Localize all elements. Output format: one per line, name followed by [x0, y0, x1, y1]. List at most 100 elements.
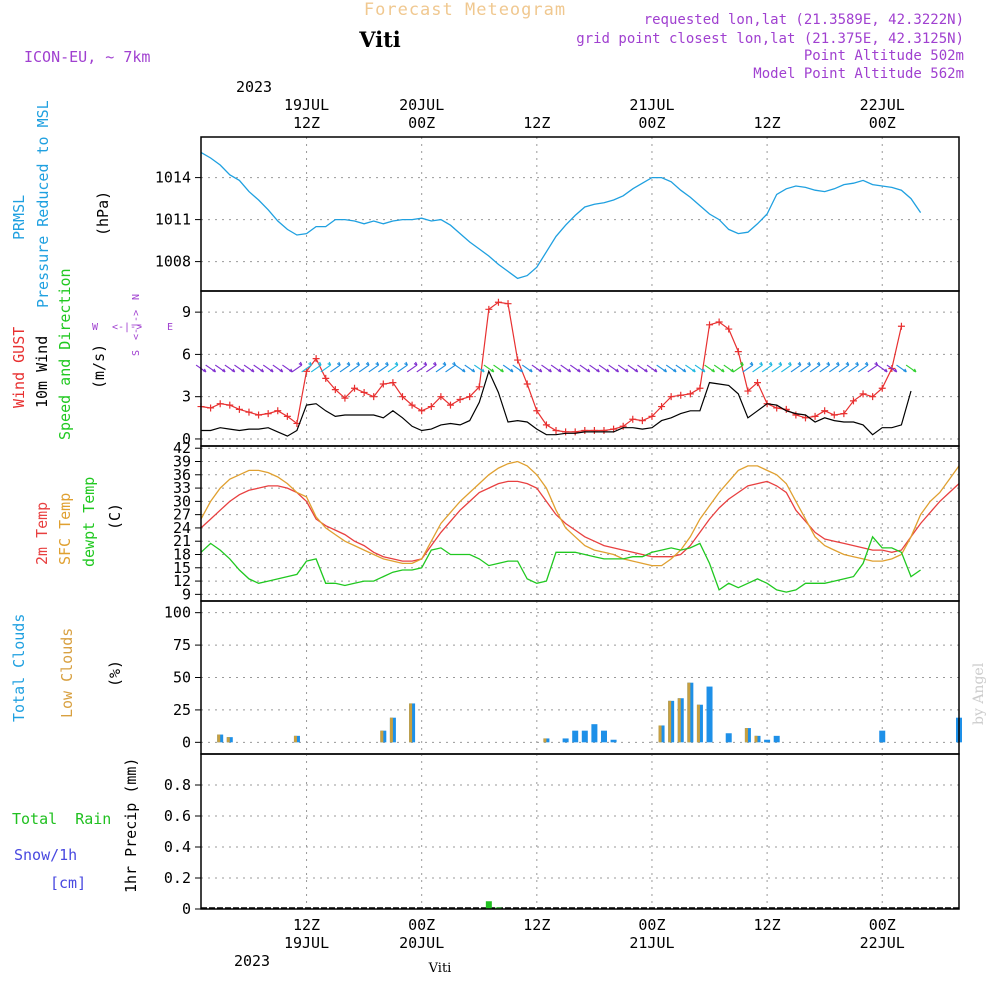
- wind-direction-arrow: [704, 364, 715, 373]
- panel-4: 0 0.2 0.4 0.6 0.8: [164, 753, 960, 918]
- low-cloud-bar: [744, 728, 748, 743]
- y-tick-label: 18: [173, 546, 191, 564]
- bottom-date-label: 20JUL: [399, 934, 444, 952]
- credit-label: by Angel: [971, 662, 987, 725]
- gust-marker: [283, 412, 291, 420]
- top-time-label: 12Z: [754, 114, 781, 132]
- low-cloud-bar: [380, 730, 384, 743]
- wind-direction-arrow: [857, 361, 869, 373]
- t2m-line: [200, 480, 960, 562]
- bottom-time-label: 12Z: [754, 916, 781, 934]
- total-cloud-bar: [725, 733, 732, 743]
- gust-marker: [427, 403, 435, 411]
- sfc-temp-label: SFC Temp: [56, 493, 74, 565]
- top-date-label: 19JUL: [284, 96, 329, 114]
- gust-marker: [226, 401, 234, 409]
- wind-direction-arrow: [397, 361, 408, 373]
- compass-arrows-v: <-|->: [131, 310, 142, 340]
- y-tick-label: 21: [173, 532, 191, 550]
- dewpt-line: [200, 535, 921, 593]
- wind-direction-arrow: [733, 361, 744, 373]
- gust-marker: [811, 412, 819, 420]
- wind-direction-arrow: [320, 361, 332, 373]
- gust-marker: [629, 415, 637, 423]
- wind-direction-arrow: [224, 364, 236, 373]
- gust-marker: [600, 427, 608, 434]
- panel-frame: [200, 136, 960, 292]
- top-year: 2023: [236, 78, 272, 96]
- wind-speed-direction-label: Speed and Direction: [56, 268, 74, 440]
- gust-marker: [437, 393, 445, 401]
- gust-marker: [446, 401, 454, 409]
- panel-0: 1008 1011 1014: [155, 136, 960, 292]
- pressure-unit-label: (hPa): [94, 191, 112, 236]
- low-cloud-bar: [217, 734, 221, 743]
- prmsl-label: PRMSL: [10, 195, 28, 240]
- bottom-time-label: 00Z: [408, 916, 435, 934]
- requested-coords: requested lon,lat (21.3589E, 42.3222N): [644, 12, 964, 28]
- total-cloud-bar: [610, 739, 617, 743]
- y-tick-label: 50: [173, 669, 191, 687]
- y-tick-label: 39: [173, 453, 191, 471]
- y-tick-label: 12: [173, 572, 191, 590]
- panel-frame: [200, 445, 960, 602]
- gust-marker: [869, 393, 877, 401]
- grid-point-coords: grid point closest lon,lat (21.375E, 42.…: [576, 31, 964, 47]
- wind-direction-arrow: [665, 364, 677, 373]
- total-clouds-label: Total Clouds: [10, 614, 28, 722]
- wind-direction-arrow: [589, 364, 600, 373]
- y-tick-label: 3: [182, 388, 191, 406]
- wind-direction-arrow: [349, 361, 360, 373]
- gust-marker: [859, 390, 867, 398]
- wind10-line: [201, 369, 912, 437]
- low-cloud-bar: [293, 735, 297, 743]
- gust-marker: [322, 374, 330, 382]
- wind-direction-arrow: [627, 364, 639, 373]
- wind-direction-arrow: [445, 361, 456, 373]
- compass-icon: N S W E <-|-> <-|->: [92, 294, 173, 356]
- wind-unit-label: (m/s): [90, 344, 108, 389]
- top-date-label: 21JUL: [629, 96, 674, 114]
- wind-direction-arrow: [464, 364, 476, 373]
- top-time-label: 12Z: [523, 114, 550, 132]
- bottom-date-label: 22JUL: [860, 934, 905, 952]
- wind-direction-arrow: [790, 361, 802, 373]
- wind-direction-arrow: [656, 364, 668, 373]
- gust-marker: [533, 407, 541, 415]
- total-cloud-bar: [879, 730, 886, 743]
- gust-marker: [734, 348, 742, 356]
- wind-direction-arrow: [752, 361, 763, 373]
- gust-marker: [514, 356, 522, 364]
- wind-direction-arrow: [771, 361, 783, 373]
- top-date-label: 22JUL: [860, 96, 905, 114]
- precip-ylabel: 1hr Precip (mm): [122, 758, 140, 893]
- wind-direction-arrow: [339, 361, 351, 373]
- wind-direction-arrow: [781, 361, 792, 373]
- gust-marker: [658, 403, 666, 411]
- wind-direction-arrow: [886, 364, 898, 373]
- wind-direction-arrow: [358, 361, 370, 373]
- gust-marker: [398, 393, 406, 401]
- wind-direction-arrow: [521, 364, 533, 373]
- gust-marker: [456, 396, 464, 403]
- wind-direction-arrow: [214, 364, 226, 373]
- gust-marker: [264, 410, 272, 418]
- gust-marker: [754, 379, 762, 387]
- gust-marker: [341, 394, 349, 402]
- y-tick-label: 6: [182, 345, 191, 363]
- wind-direction-arrow: [761, 361, 773, 373]
- y-tick-label: 0.8: [164, 776, 191, 794]
- wind-direction-arrow: [876, 364, 888, 373]
- y-tick-label: 75: [173, 636, 191, 654]
- low-cloud-bar: [677, 698, 681, 743]
- wind-direction-arrow: [406, 361, 418, 373]
- y-tick-label: 100: [164, 604, 191, 622]
- wind-direction-arrow: [493, 364, 504, 373]
- total-cloud-bar: [764, 739, 771, 743]
- wind-direction-arrow: [819, 361, 831, 373]
- wind-direction-arrow: [579, 364, 591, 373]
- y-tick-label: 33: [173, 479, 191, 497]
